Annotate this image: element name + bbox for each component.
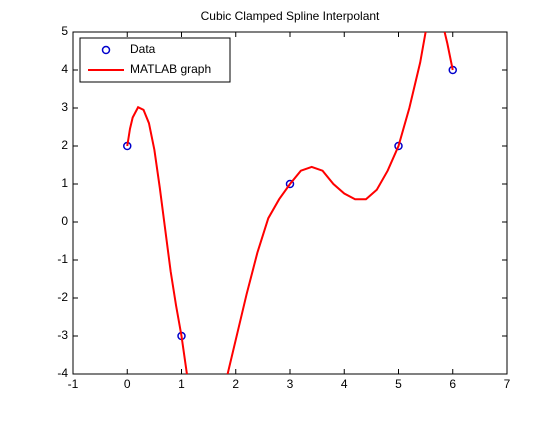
- x-tick-label: 7: [504, 377, 511, 391]
- y-tick-label: 1: [61, 176, 68, 190]
- line: [126, 32, 454, 374]
- plot-area: [72, 31, 508, 375]
- legend-label: MATLAB graph: [130, 62, 211, 76]
- x-tick-label: 2: [232, 377, 239, 391]
- x-tick-label: 5: [395, 377, 402, 391]
- x-tick-label: 0: [124, 377, 131, 391]
- x-tick-label: 1: [178, 377, 185, 391]
- y-tick-label: -3: [57, 328, 68, 342]
- legend-label: Data: [130, 42, 156, 56]
- chart-title: Cubic Clamped Spline Interpolant: [201, 9, 380, 23]
- legend-swatch: [101, 45, 111, 55]
- x-tick-label: 3: [287, 377, 294, 391]
- x-tick-label: -1: [68, 377, 79, 391]
- y-tick-label: 4: [61, 62, 68, 76]
- y-tick-label: -2: [57, 290, 68, 304]
- y-tick-label: 3: [61, 100, 68, 114]
- x-tick-label: 4: [341, 377, 348, 391]
- y-tick-label: 0: [61, 214, 68, 228]
- legend-box: [79, 37, 231, 83]
- x-tick-label: 6: [449, 377, 456, 391]
- y-tick-label: 5: [61, 24, 68, 38]
- data-point: [285, 179, 295, 189]
- y-tick-label: 2: [61, 138, 68, 152]
- y-tick-label: -4: [57, 366, 68, 380]
- y-tick-label: -1: [57, 252, 68, 266]
